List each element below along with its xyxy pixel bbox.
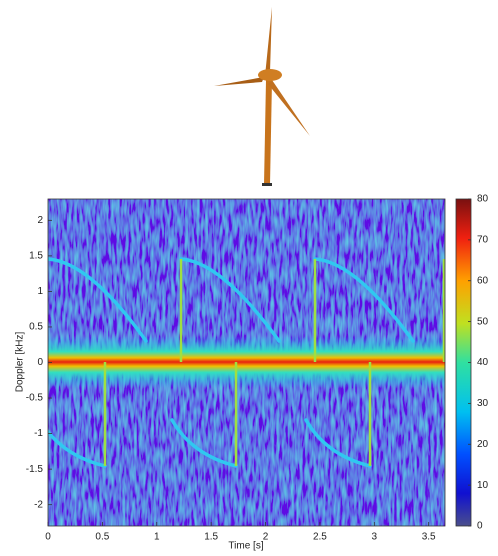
y-tick-label: 1: [37, 286, 43, 297]
colorbar-tick-label: 50: [477, 316, 489, 327]
x-tick-label: 0.5: [95, 532, 109, 543]
x-tick-label: 0: [45, 532, 51, 543]
y-tick-label: 1.5: [29, 251, 43, 262]
spectrogram: [48, 199, 445, 526]
y-tick-label: -0.5: [26, 393, 44, 404]
colorbar-tick-label: 0: [477, 521, 483, 532]
y-tick-label: 2: [37, 215, 43, 226]
colorbar-tick-label: 80: [477, 194, 489, 205]
colorbar-tick-label: 30: [477, 398, 489, 409]
y-tick-label: -1: [34, 428, 43, 439]
x-tick-label: 2: [263, 532, 269, 543]
colorbar-tick-label: 40: [477, 357, 489, 368]
x-axis-label: Time [s]: [228, 541, 263, 551]
x-tick-label: 3: [372, 532, 378, 543]
turbine-illustration: [214, 7, 310, 186]
y-tick-label: -1.5: [26, 464, 44, 475]
colorbar-tick-label: 20: [477, 439, 489, 450]
x-tick-label: 3.5: [422, 532, 436, 543]
colorbar-tick-label: 70: [477, 235, 489, 246]
y-axis-label: Doppler [kHz]: [15, 331, 26, 392]
x-tick-label: 1: [154, 532, 160, 543]
colorbar-tick-label: 10: [477, 480, 489, 491]
x-tick-label: 2.5: [313, 532, 327, 543]
y-tick-label: 0: [37, 357, 43, 368]
colorbar-tick-label: 60: [477, 275, 489, 286]
y-tick-label: 0.5: [29, 322, 43, 333]
x-tick-label: 1.5: [204, 532, 218, 543]
y-tick-label: -2: [34, 499, 43, 510]
